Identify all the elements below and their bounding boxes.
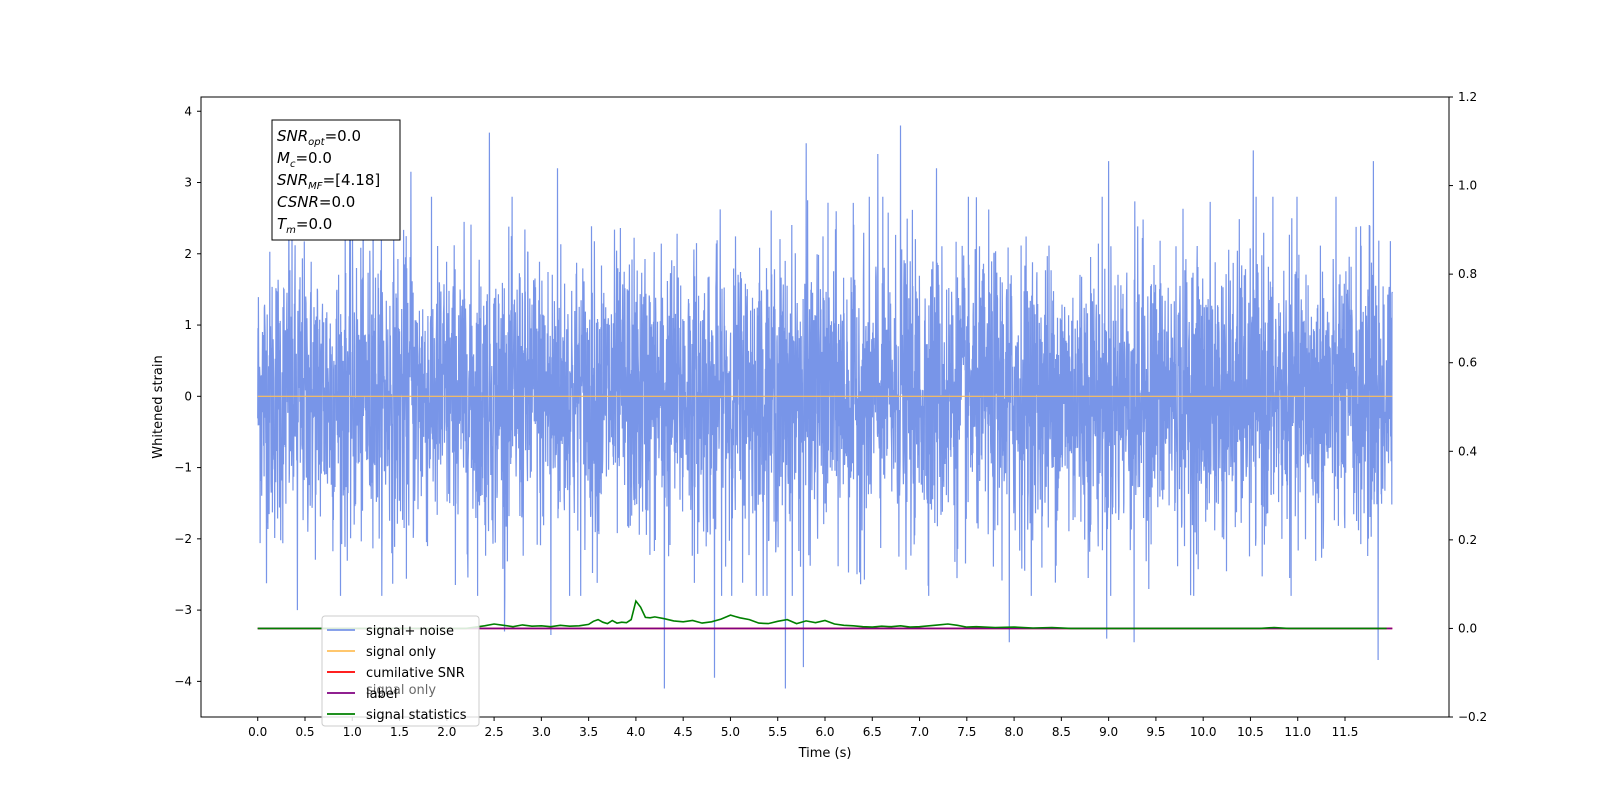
- x-tick-label: 7.0: [910, 725, 929, 739]
- legend-label: cumilative SNR: [366, 666, 465, 681]
- x-tick-label: 2.0: [437, 725, 456, 739]
- x-tick-label: 3.5: [579, 725, 598, 739]
- y-tick-label: 1: [184, 318, 192, 332]
- series-layer: [257, 125, 1393, 689]
- y-tick-label: 0: [184, 389, 192, 403]
- x-tick-label: 11.5: [1332, 725, 1359, 739]
- y-tick-label: −4: [174, 674, 192, 688]
- x-tick-label: 6.0: [815, 725, 834, 739]
- y-axis-ticks: −4 −3 −2 −1 0 1 2 3 4: [174, 104, 201, 688]
- y2-tick-label: 1.0: [1458, 179, 1477, 193]
- y2-tick-label: 0.4: [1458, 444, 1477, 458]
- x-tick-label: 9.0: [1099, 725, 1118, 739]
- x-tick-label: 0.0: [248, 725, 267, 739]
- x-tick-label: 8.0: [1005, 725, 1024, 739]
- x-tick-label: 4.0: [626, 725, 645, 739]
- annotation-line: CSNR=0.0: [277, 193, 355, 211]
- y2-tick-label: 0.6: [1458, 356, 1477, 370]
- x-tick-label: 4.5: [674, 725, 693, 739]
- legend-frame: [321, 615, 480, 727]
- x-tick-label: 2.5: [485, 725, 504, 739]
- annotation-line: SNRMF=[4.18]: [277, 171, 380, 192]
- y2-tick-label: 0.8: [1458, 267, 1477, 281]
- legend-ghost-text: signal only: [366, 683, 436, 698]
- y-tick-label: 2: [184, 247, 192, 261]
- x-tick-label: 8.5: [1052, 725, 1071, 739]
- annotation-line: Tm=0.0: [277, 215, 332, 236]
- y-tick-label: −3: [174, 603, 192, 617]
- annotation-line: Mc=0.0: [277, 149, 332, 170]
- x-tick-label: 1.5: [390, 725, 409, 739]
- x-tick-label: 3.0: [532, 725, 551, 739]
- y-tick-label: −2: [174, 532, 192, 546]
- y-tick-label: 4: [184, 104, 192, 118]
- legend-label: signal only: [366, 645, 436, 660]
- x-tick-label: 10.5: [1237, 725, 1264, 739]
- y2-tick-label: 0.2: [1458, 533, 1477, 547]
- annotation-frame: [271, 119, 401, 241]
- legend-label: label: [366, 687, 397, 702]
- y-tick-label: 3: [184, 176, 192, 190]
- x-tick-label: 5.0: [721, 725, 740, 739]
- x-tick-label: 10.0: [1190, 725, 1217, 739]
- legend: signal only signal+ noise signal only cumil…: [321, 615, 480, 727]
- x-tick-label: 7.5: [957, 725, 976, 739]
- x-tick-label: 11.0: [1284, 725, 1311, 739]
- y-axis-label: Whitened strain: [151, 355, 166, 458]
- y2-tick-label: 1.2: [1458, 90, 1477, 104]
- x-axis-ticks: 0.0 0.5 1.0 1.5 2.0 2.5 3.0 3.5 4.0 4.5 5.0 5.5 6.0 6…: [248, 717, 1358, 739]
- x-tick-label: 0.5: [295, 725, 314, 739]
- series-signal-noise: [257, 125, 1393, 689]
- x-axis-label: Time (s): [798, 746, 852, 761]
- y2-tick-label: −0.2: [1458, 710, 1487, 724]
- legend-label: signal statistics: [366, 708, 467, 723]
- x-tick-label: 1.0: [343, 725, 362, 739]
- y2-tick-label: 0.0: [1458, 621, 1477, 635]
- x-tick-label: 5.5: [768, 725, 787, 739]
- annotation-line: SNRopt=0.0: [277, 127, 361, 148]
- x-tick-label: 6.5: [863, 725, 882, 739]
- y-tick-label: −1: [174, 461, 192, 475]
- series-signal-statistics: [257, 599, 1387, 630]
- legend-label: signal+ noise: [366, 624, 454, 639]
- y2-axis-ticks: −0.2 0.0 0.2 0.4 0.6 0.8 1.0 1.2: [1449, 90, 1487, 724]
- x-tick-label: 9.5: [1146, 725, 1165, 739]
